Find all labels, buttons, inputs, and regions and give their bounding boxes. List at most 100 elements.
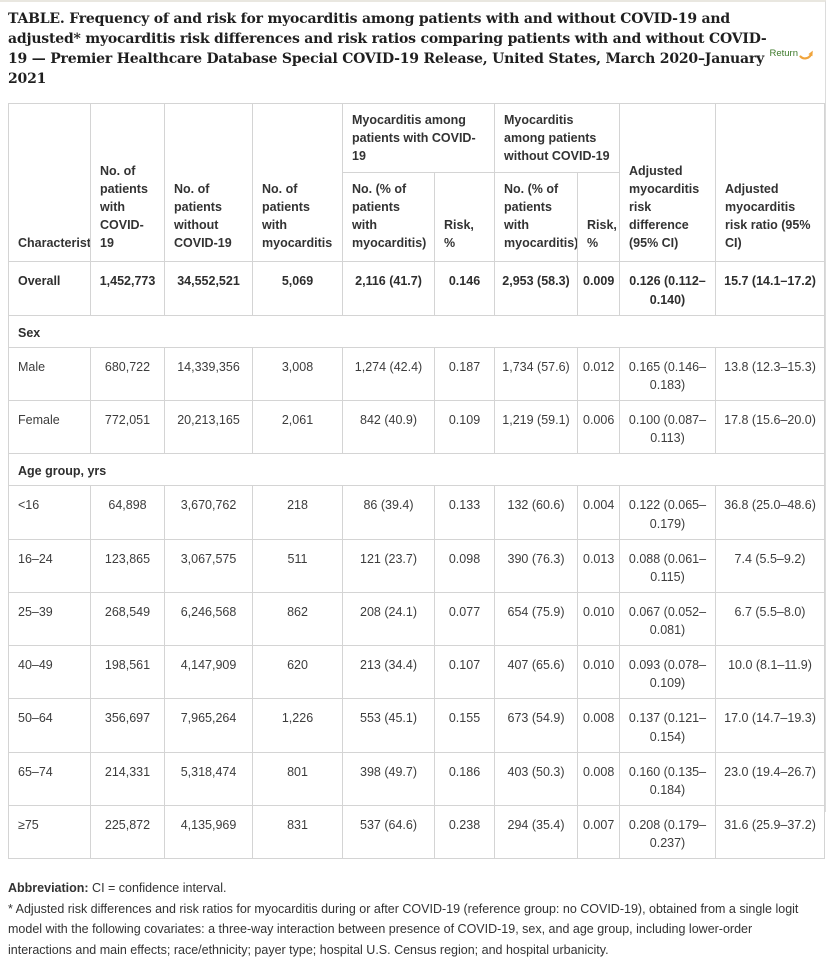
value-cell: 403 (50.3) <box>494 751 578 806</box>
value-cell: 208 (24.1) <box>342 591 435 647</box>
value-cell: 842 (40.9) <box>342 399 435 455</box>
value-cell: 0.146 <box>434 261 495 316</box>
value-cell: 680,722 <box>90 346 165 402</box>
value-cell: 0.126 (0.112–0.140) <box>619 261 716 316</box>
value-cell: 0.100 (0.087–0.113) <box>619 399 716 455</box>
header-group-myocarditis-without-covid: Myocarditis among patients without COVID… <box>494 102 620 173</box>
value-cell: 1,219 (59.1) <box>494 399 578 455</box>
value-cell: 0.012 <box>577 346 620 402</box>
asterisk-note: * Adjusted risk differences and risk rat… <box>8 901 799 957</box>
value-cell: 2,116 (41.7) <box>342 261 435 316</box>
table-row: 25–39 268,549 6,246,568 862 208 (24.1) 0.077 6… <box>8 591 825 647</box>
table-row: <16 64,898 3,670,762 218 86 (39.4) 0.133 132 (… <box>8 485 825 540</box>
row-label-cell: 65–74 <box>8 751 91 806</box>
value-cell: 64,898 <box>90 485 165 540</box>
value-cell: 198,561 <box>90 645 165 700</box>
subheader-no-pct-with: No. (% of patients with myocarditis) <box>342 171 435 263</box>
value-cell: 268,549 <box>90 591 165 647</box>
value-cell: 34,552,521 <box>164 261 253 316</box>
table-row: 16–24 123,865 3,067,575 511 121 (23.7) 0.098 3… <box>8 538 825 593</box>
value-cell: 862 <box>252 591 343 647</box>
value-cell: 17.8 (15.6–20.0) <box>715 399 825 455</box>
value-cell: 772,051 <box>90 399 165 455</box>
row-label-cell: Female <box>8 399 91 455</box>
value-cell: 0.133 <box>434 485 495 540</box>
value-cell: 0.010 <box>577 591 620 647</box>
value-cell: 0.010 <box>577 645 620 700</box>
value-cell: 0.006 <box>577 399 620 455</box>
value-cell: 0.187 <box>434 346 495 402</box>
value-cell: 620 <box>252 645 343 700</box>
row-label-cell: 16–24 <box>8 538 91 593</box>
value-cell: 673 (54.9) <box>494 698 578 753</box>
header-adjusted-risk-ratio: Adjusted myocarditis risk ratio (95% CI) <box>715 102 825 263</box>
value-cell: 6,246,568 <box>164 591 253 647</box>
row-label-cell: Male <box>8 346 91 402</box>
value-cell: 213 (34.4) <box>342 645 435 700</box>
value-cell: 31.6 (25.9–37.2) <box>715 804 825 860</box>
header-characteristic: Characteristic <box>8 102 91 263</box>
value-cell: 0.009 <box>577 261 620 316</box>
value-cell: 36.8 (25.0–48.6) <box>715 485 825 540</box>
value-cell: 0.208 (0.179–0.237) <box>619 804 716 860</box>
value-cell: 225,872 <box>90 804 165 860</box>
value-cell: 0.093 (0.078–0.109) <box>619 645 716 700</box>
subheader-risk-without: Risk, % <box>577 171 620 263</box>
value-cell: 121 (23.7) <box>342 538 435 593</box>
value-cell: 511 <box>252 538 343 593</box>
title-area: TABLE. Frequency of and risk for myocard… <box>8 10 816 90</box>
value-cell: 13.8 (12.3–15.3) <box>715 346 825 402</box>
table-row: Male 680,722 14,339,356 3,008 1,274 (42.4) 0.… <box>8 346 825 402</box>
value-cell: 0.013 <box>577 538 620 593</box>
value-cell: 407 (65.6) <box>494 645 578 700</box>
value-cell: 0.088 (0.061–0.115) <box>619 538 716 593</box>
table-header: Characteristic No. of patients with COVI… <box>8 102 825 263</box>
myocarditis-table: Characteristic No. of patients with COVI… <box>8 102 825 860</box>
value-cell: 0.004 <box>577 485 620 540</box>
value-cell: 123,865 <box>90 538 165 593</box>
value-cell: 6.7 (5.5–8.0) <box>715 591 825 647</box>
value-cell: 0.007 <box>577 804 620 860</box>
value-cell: 0.137 (0.121–0.154) <box>619 698 716 753</box>
value-cell: 10.0 (8.1–11.9) <box>715 645 825 700</box>
row-label-cell: ≥75 <box>8 804 91 860</box>
value-cell: 0.122 (0.065–0.179) <box>619 485 716 540</box>
value-cell: 0.238 <box>434 804 495 860</box>
value-cell: 356,697 <box>90 698 165 753</box>
value-cell: 0.098 <box>434 538 495 593</box>
value-cell: 218 <box>252 485 343 540</box>
abbreviation-label: Abbreviation: <box>8 881 89 896</box>
value-cell: 3,670,762 <box>164 485 253 540</box>
return-button[interactable]: Return <box>769 46 814 60</box>
value-cell: 3,008 <box>252 346 343 402</box>
section-label: Sex <box>8 314 825 348</box>
value-cell: 1,452,773 <box>90 261 165 316</box>
value-cell: 214,331 <box>90 751 165 806</box>
value-cell: 5,069 <box>252 261 343 316</box>
value-cell: 2,953 (58.3) <box>494 261 578 316</box>
value-cell: 14,339,356 <box>164 346 253 402</box>
subheader-no-pct-without: No. (% of patients with myocarditis) <box>494 171 578 263</box>
value-cell: 15.7 (14.1–17.2) <box>715 261 825 316</box>
value-cell: 553 (45.1) <box>342 698 435 753</box>
row-label-cell: <16 <box>8 485 91 540</box>
row-label-cell: Overall <box>8 261 91 316</box>
table-title: TABLE. Frequency of and risk for myocard… <box>8 11 767 87</box>
value-cell: 23.0 (19.4–26.7) <box>715 751 825 806</box>
value-cell: 7,965,264 <box>164 698 253 753</box>
value-cell: 0.186 <box>434 751 495 806</box>
header-group-myocarditis-with-covid: Myocarditis among patients with COVID-19 <box>342 102 495 173</box>
row-label-cell: 50–64 <box>8 698 91 753</box>
row-label-cell: 25–39 <box>8 591 91 647</box>
header-adjusted-risk-difference: Adjusted myocarditis risk difference (95… <box>619 102 716 263</box>
value-cell: 1,226 <box>252 698 343 753</box>
value-cell: 2,061 <box>252 399 343 455</box>
abbreviation-note: Abbreviation: CI = confidence interval. <box>8 878 812 899</box>
header-patients-without-covid: No. of patients without COVID-19 <box>164 102 253 263</box>
value-cell: 0.160 (0.135–0.184) <box>619 751 716 806</box>
table-row: ≥75 225,872 4,135,969 831 537 (64.6) 0.238 294… <box>8 804 825 860</box>
footnotes: Abbreviation: CI = confidence interval. … <box>8 878 816 961</box>
value-cell: 86 (39.4) <box>342 485 435 540</box>
row-label-cell: 40–49 <box>8 645 91 700</box>
table-row: Female 772,051 20,213,165 2,061 842 (40.9) 0.… <box>8 399 825 455</box>
